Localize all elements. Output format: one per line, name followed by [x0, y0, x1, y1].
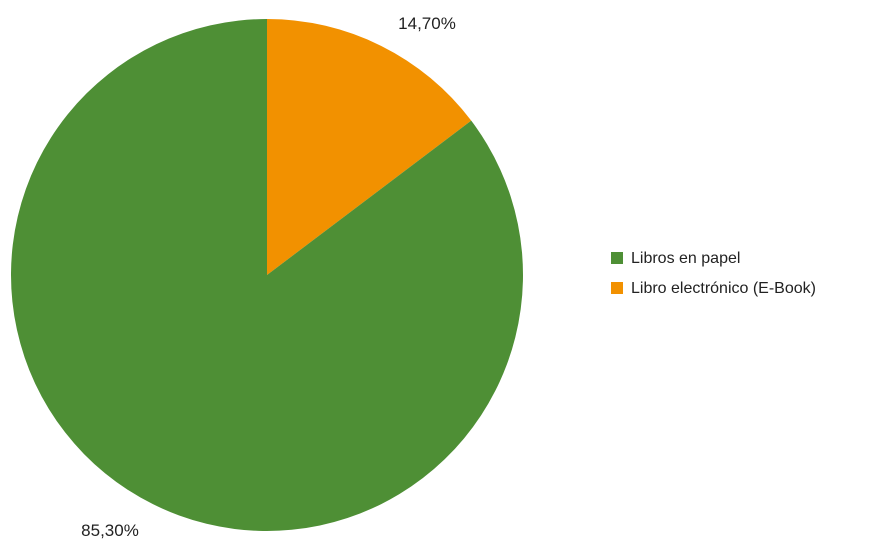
legend-swatch-papel — [611, 252, 623, 264]
pie-slice-ebook — [267, 19, 472, 275]
data-label-ebook: 14,70% — [398, 14, 456, 33]
data-labels: 14,70% 85,30% — [81, 14, 456, 539]
legend-label-papel: Libros en papel — [631, 250, 740, 267]
legend-label-ebook: Libro electrónico (E-Book) — [631, 280, 816, 297]
legend-swatch-ebook — [611, 282, 623, 294]
legend: Libros en papel Libro electrónico (E-Book… — [611, 250, 816, 297]
pie-slice-papel — [10, 19, 524, 532]
data-label-papel: 85,30% — [81, 521, 139, 539]
pie-slices — [10, 19, 524, 532]
